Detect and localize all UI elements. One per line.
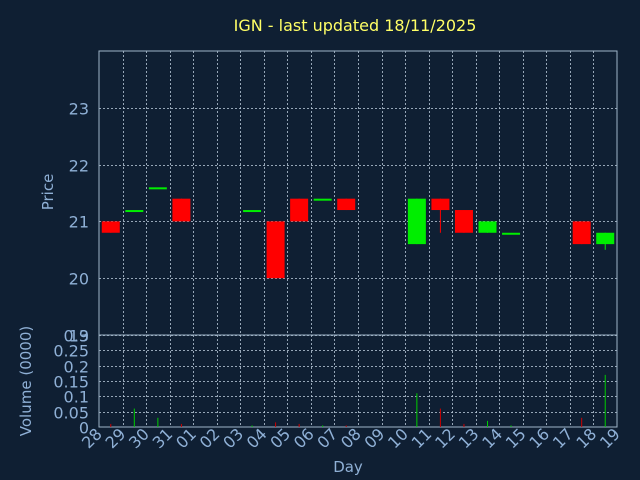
volume-panel-frame (98, 334, 618, 428)
volume-bar (510, 425, 512, 427)
candle (407, 198, 426, 245)
candle-body (101, 221, 120, 233)
price-tick-label: 20 (69, 270, 89, 289)
volume-bar (180, 423, 182, 427)
candle-body (125, 210, 144, 213)
candlestick-series (101, 187, 615, 279)
candle (125, 210, 144, 213)
volume-bar (345, 425, 347, 427)
candle-body (266, 221, 285, 279)
volume-tick-label: 0.15 (53, 373, 89, 392)
candle (172, 198, 191, 222)
volume-bar (133, 408, 135, 427)
day-x-ticks: 2829303101020304050607080910111213141516… (78, 424, 624, 452)
volume-bar (604, 374, 606, 427)
volume-tick-label: 0.1 (64, 388, 89, 407)
candle-body (290, 198, 309, 222)
candle (243, 210, 262, 213)
volume-bar (416, 393, 418, 427)
volume-grid (99, 335, 617, 427)
day-tick-label: 19 (596, 424, 624, 452)
candle (431, 198, 450, 233)
volume-y-ticks: 00.050.10.150.20.250.3 (53, 327, 89, 438)
candle (596, 232, 615, 250)
volume-bar (275, 422, 277, 427)
volume-bar (298, 423, 300, 427)
candle (502, 232, 521, 235)
volume-bar (251, 425, 253, 427)
volume-bar (463, 423, 465, 427)
volume-tick-label: 0.05 (53, 404, 89, 423)
candle (313, 198, 332, 201)
candle-body (502, 232, 521, 235)
volume-bar (439, 408, 441, 427)
candle (572, 221, 591, 245)
candle (454, 210, 473, 233)
candle-body (454, 210, 473, 233)
candle-body (313, 198, 332, 201)
candle-body (243, 210, 262, 213)
candle (101, 221, 120, 233)
price-tick-label: 21 (69, 213, 89, 232)
volume-tick-label: 0 (79, 419, 89, 438)
price-y-ticks: 19 20 21 22 23 (69, 100, 89, 346)
candle (337, 198, 356, 211)
volume-axis-label: Volume (0000) (17, 326, 35, 436)
candle (266, 221, 285, 279)
x-axis-label: Day (333, 458, 363, 476)
volume-bar (581, 417, 583, 427)
volume-bar (322, 425, 324, 427)
candle-body (148, 187, 167, 190)
candle-body (478, 221, 497, 233)
price-tick-label: 23 (69, 100, 89, 119)
candle-body (407, 198, 426, 245)
volume-tick-label: 0.3 (64, 327, 89, 346)
price-grid (99, 51, 617, 336)
volume-tick-label: 0.2 (64, 358, 89, 377)
candle-body (337, 198, 356, 211)
candle (290, 198, 309, 222)
chart-title: IGN - last updated 18/11/2025 (234, 16, 477, 35)
candle-body (596, 232, 615, 245)
candle-body (172, 198, 191, 222)
volume-bars (110, 374, 606, 427)
price-axis-label: Price (39, 174, 57, 211)
volume-bar (157, 417, 159, 427)
volume-bar (487, 420, 488, 427)
candle (148, 187, 167, 190)
price-tick-label: 19 (69, 327, 89, 346)
price-tick-label: 22 (69, 157, 89, 176)
candle-body (431, 198, 450, 211)
candle-body (572, 221, 591, 245)
volume-bar (110, 423, 112, 427)
volume-tick-label: 0.25 (53, 342, 89, 361)
candle (478, 221, 497, 233)
